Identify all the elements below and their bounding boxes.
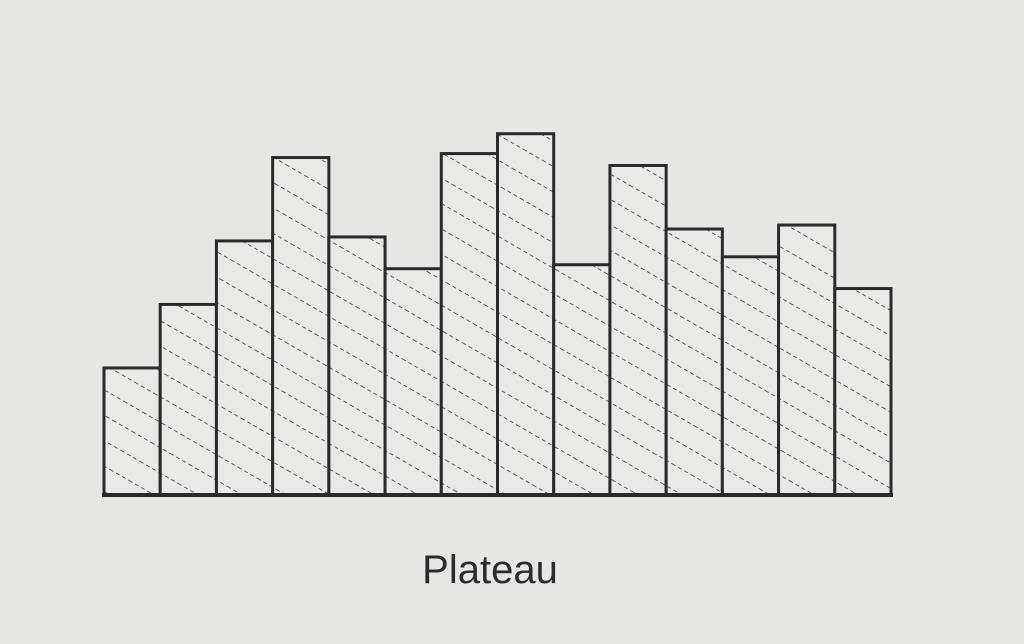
bar-1 (102, 366, 162, 497)
bar-hatch (160, 304, 217, 495)
bar-hatch (778, 225, 835, 496)
bar-hatch (216, 240, 273, 495)
bar-11 (664, 227, 724, 497)
bar-hatch (553, 264, 610, 495)
bar-5 (327, 235, 387, 497)
bar-12 (720, 255, 781, 497)
chart-title: Plateau (422, 548, 558, 592)
bar-hatch (104, 367, 161, 495)
bars-group (102, 132, 893, 497)
bar-hatch (441, 153, 498, 495)
bar-4 (271, 156, 331, 497)
bar-hatch (497, 133, 554, 496)
bar-7 (439, 152, 499, 497)
bar-14 (833, 287, 893, 497)
bar-9 (552, 263, 612, 497)
bar-10 (608, 163, 668, 497)
bar-hatch (385, 268, 442, 495)
bar-hatch (328, 236, 386, 495)
bar-6 (383, 267, 443, 497)
bar-hatch (666, 229, 723, 495)
bar-hatch (834, 288, 891, 495)
bar-2 (158, 302, 218, 497)
bar-8 (496, 132, 556, 497)
bar-hatch (722, 256, 779, 495)
bar-hatch (272, 157, 329, 496)
bar-13 (777, 223, 837, 497)
bar-3 (214, 239, 275, 497)
bar-hatch (609, 165, 667, 496)
